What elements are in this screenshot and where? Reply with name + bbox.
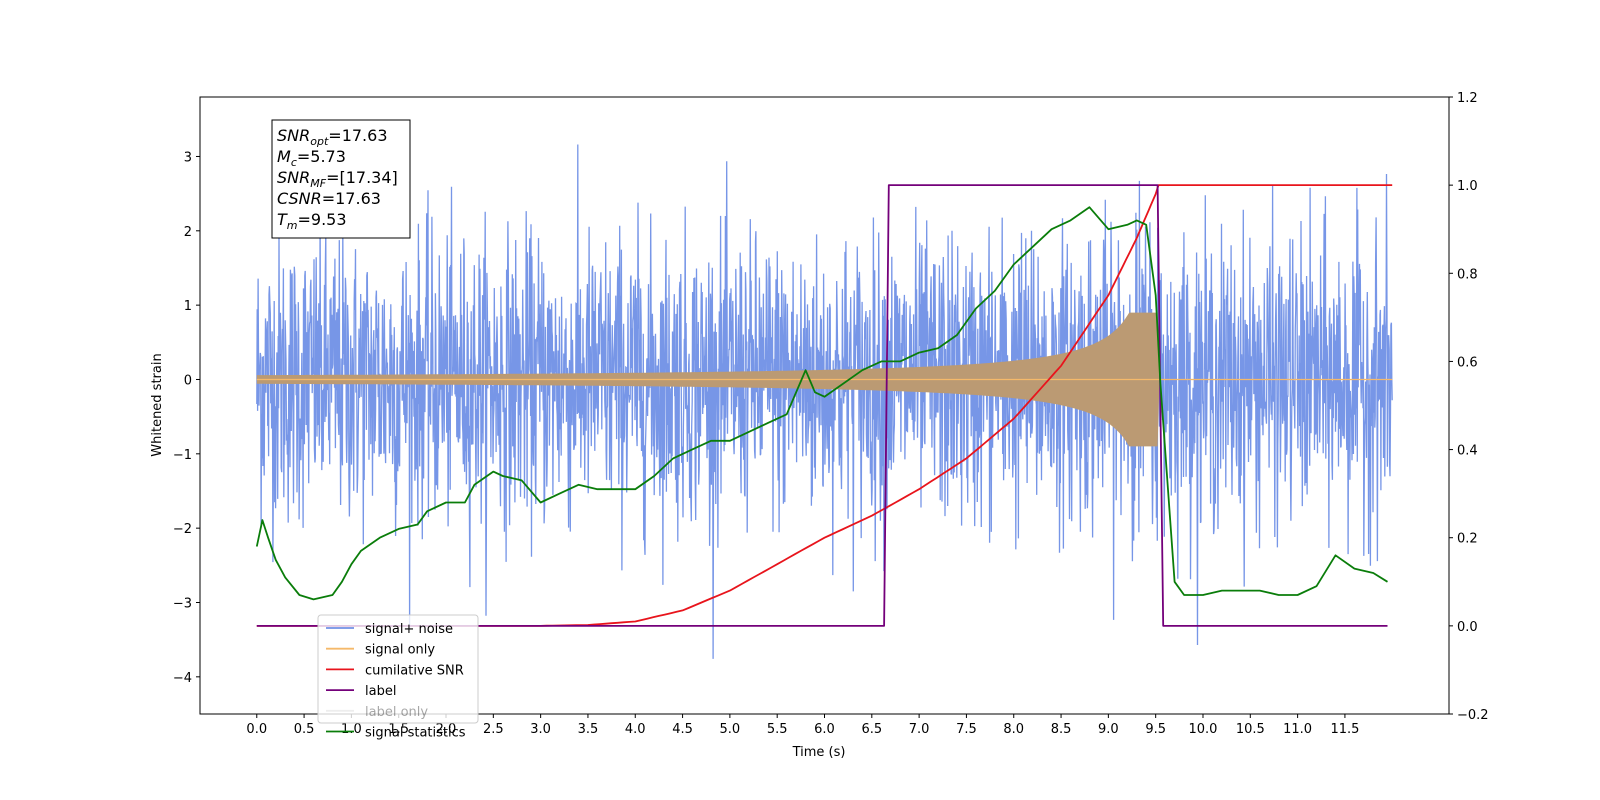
x-tick-label: 0.0 [246, 722, 267, 737]
x-tick-label: 10.0 [1189, 722, 1218, 737]
x-tick-label: 11.5 [1330, 722, 1359, 737]
x-tick-label: 8.0 [1003, 722, 1024, 737]
x-axis-label: Time (s) [792, 745, 846, 760]
x-tick-label: 5.0 [720, 722, 741, 737]
y-right-tick-label: 0.4 [1457, 444, 1478, 459]
legend-label: label [365, 684, 396, 699]
x-tick-label: 6.0 [814, 722, 835, 737]
annotation-line: SNRMF=[17.34] [277, 168, 398, 190]
y-tick-label: −4 [173, 671, 192, 686]
x-tick-label: 8.5 [1051, 722, 1072, 737]
y-right-tick-label: 0.8 [1457, 267, 1478, 282]
x-tick-label: 0.5 [294, 722, 315, 737]
legend-label: signal only [365, 643, 435, 658]
y-right-tick-label: 0.0 [1457, 620, 1478, 635]
x-tick-label: 1.0 [341, 722, 362, 737]
series-layer [255, 144, 1393, 659]
x-tick-label: 5.5 [767, 722, 788, 737]
y-right-tick-label: 0.2 [1457, 532, 1478, 547]
x-tick-label: 3.0 [530, 722, 551, 737]
x-axis-ticks: 0.0 0.5 1.0 1.5 2.0 2.5 3.0 3.5 4.0 4.5 5.0 5.5 6.0 6… [246, 714, 1359, 737]
x-tick-label: 7.5 [956, 722, 977, 737]
x-tick-label: 1.5 [388, 722, 409, 737]
x-tick-label: 9.0 [1098, 722, 1119, 737]
annotation-line: Tm=9.53 [277, 210, 347, 232]
x-tick-label: 11.0 [1283, 722, 1312, 737]
x-tick-label: 4.5 [672, 722, 693, 737]
annotation-frame [271, 119, 411, 239]
legend-label: signal+ noise [365, 622, 453, 637]
legend-label: label only [365, 705, 428, 720]
x-tick-label: 7.0 [909, 722, 930, 737]
legend-label: signal statistics [365, 726, 466, 741]
y-right-tick-label: 1.2 [1457, 91, 1478, 106]
annotation-line: Mc=5.73 [277, 147, 346, 169]
x-tick-label: 3.5 [578, 722, 599, 737]
y-tick-label: −2 [173, 522, 192, 537]
series-label-line [256, 184, 1388, 627]
y-tick-label: −1 [173, 448, 192, 463]
series-cumulative-snr-line [256, 184, 1393, 627]
legend-label: cumilative SNR [365, 663, 464, 678]
y-tick-label: 3 [184, 150, 192, 165]
y-tick-label: 2 [184, 225, 192, 240]
y-tick-label: 0 [184, 373, 192, 388]
legend-frame [317, 614, 479, 724]
y-right-tick-label: 0.6 [1457, 355, 1478, 370]
x-tick-label: 6.5 [861, 722, 882, 737]
series-signal-statistics-line [255, 206, 1388, 601]
y-right-axis-ticks: 1.2 1.0 0.8 0.6 0.4 0.2 0.0 −0.2 [1449, 91, 1489, 723]
legend: signal+ noise signal only cumilative SNR la… [317, 614, 479, 741]
y-tick-label: 1 [184, 299, 192, 314]
annotation-line: CSNR=17.63 [277, 189, 381, 208]
x-tick-label: 4.0 [625, 722, 646, 737]
parameter-annotation-box: SNRopt=17.63Mc=5.73SNRMF=[17.34]CSNR=17.… [271, 119, 411, 239]
y-tick-label: −3 [173, 596, 192, 611]
y-right-tick-label: −0.2 [1457, 708, 1489, 723]
x-tick-label: 10.5 [1236, 722, 1265, 737]
y-right-tick-label: 1.0 [1457, 179, 1478, 194]
x-tick-label: 9.5 [1145, 722, 1166, 737]
y-axis-label: Whitened strain [150, 353, 165, 456]
annotation-line: SNRopt=17.63 [277, 126, 388, 148]
x-tick-label: 2.5 [483, 722, 504, 737]
x-tick-label: 2.0 [436, 722, 457, 737]
y-axis-ticks: 3 2 1 0 −1 −2 −3 −4 [173, 150, 200, 686]
